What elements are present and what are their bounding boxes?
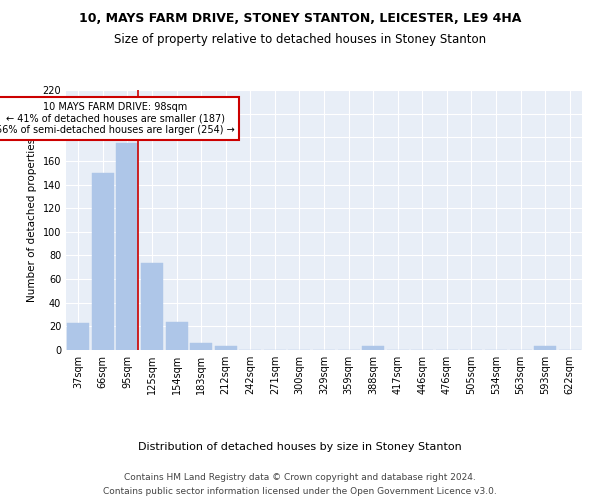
Text: 10 MAYS FARM DRIVE: 98sqm
← 41% of detached houses are smaller (187)
56% of semi: 10 MAYS FARM DRIVE: 98sqm ← 41% of detac… bbox=[0, 102, 235, 135]
Text: 10, MAYS FARM DRIVE, STONEY STANTON, LEICESTER, LE9 4HA: 10, MAYS FARM DRIVE, STONEY STANTON, LEI… bbox=[79, 12, 521, 26]
Bar bbox=[67, 323, 89, 350]
Text: Distribution of detached houses by size in Stoney Stanton: Distribution of detached houses by size … bbox=[138, 442, 462, 452]
Bar bbox=[362, 346, 384, 350]
Bar bbox=[141, 262, 163, 350]
Text: Size of property relative to detached houses in Stoney Stanton: Size of property relative to detached ho… bbox=[114, 32, 486, 46]
Bar bbox=[215, 346, 237, 350]
Bar bbox=[166, 322, 188, 350]
Bar bbox=[190, 343, 212, 350]
Bar bbox=[534, 346, 556, 350]
Text: Contains public sector information licensed under the Open Government Licence v3: Contains public sector information licen… bbox=[103, 488, 497, 496]
Bar bbox=[116, 143, 139, 350]
Bar bbox=[92, 172, 114, 350]
Text: Contains HM Land Registry data © Crown copyright and database right 2024.: Contains HM Land Registry data © Crown c… bbox=[124, 472, 476, 482]
Y-axis label: Number of detached properties: Number of detached properties bbox=[27, 138, 37, 302]
